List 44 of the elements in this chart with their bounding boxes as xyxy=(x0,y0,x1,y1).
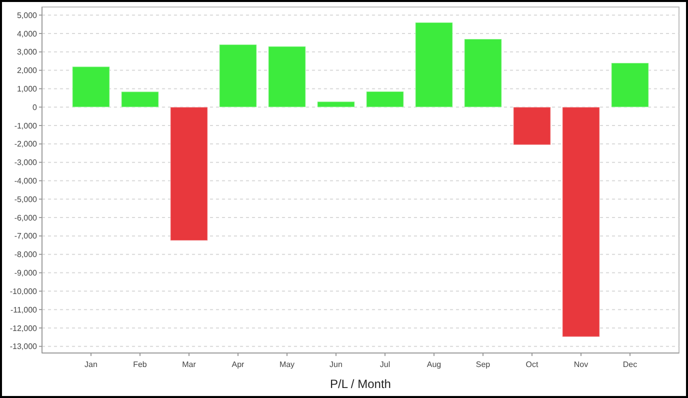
y-tick-label: 2,000 xyxy=(16,66,38,76)
y-tick-label: -1,000 xyxy=(14,121,38,130)
bar xyxy=(562,106,600,338)
x-tick-label: Oct xyxy=(526,360,539,369)
x-tick-label: Sep xyxy=(476,360,491,369)
y-tick-label: 0 xyxy=(32,102,38,112)
y-tick-label: -13,000 xyxy=(10,342,38,352)
bar xyxy=(414,22,454,108)
y-tick-label: 1,000 xyxy=(16,84,38,94)
y-tick-label: -10,000 xyxy=(10,286,38,296)
bar xyxy=(316,101,356,108)
y-tick-label: -11,000 xyxy=(10,305,38,314)
bar xyxy=(72,66,110,108)
bar xyxy=(218,44,258,108)
bar xyxy=(464,38,502,108)
bar xyxy=(268,46,306,108)
x-axis-title: P/L / Month xyxy=(330,377,391,391)
x-tick-label: Dec xyxy=(622,360,638,369)
bar xyxy=(610,62,650,108)
bar xyxy=(170,106,208,242)
y-tick-label: -12,000 xyxy=(10,324,38,333)
y-tick-label: 4,000 xyxy=(16,29,38,38)
x-tick-label: Aug xyxy=(426,360,442,369)
bar xyxy=(366,90,404,108)
y-tick-label: 3,000 xyxy=(16,48,38,57)
x-tick-label: Mar xyxy=(182,360,196,369)
y-tick-label: -8,000 xyxy=(14,250,38,260)
x-tick-label: Jul xyxy=(380,360,390,369)
y-tick-label: -2,000 xyxy=(14,140,38,149)
x-tick-label: Feb xyxy=(133,360,148,369)
x-tick-label: Jun xyxy=(330,360,342,369)
x-tick-label: Nov xyxy=(574,360,588,369)
x-tick-label: Jan xyxy=(84,360,98,369)
y-tick-label: -4,000 xyxy=(14,176,38,186)
x-tick-label: Apr xyxy=(232,360,245,369)
bar xyxy=(120,91,160,108)
y-tick-label: -7,000 xyxy=(14,232,38,241)
y-tick-label: -3,000 xyxy=(14,158,38,168)
y-tick-label: 5,000 xyxy=(16,10,38,20)
y-tick-label: -5,000 xyxy=(14,194,38,204)
bar xyxy=(512,106,552,146)
y-tick-label: -6,000 xyxy=(14,213,38,222)
x-tick-label: May xyxy=(279,360,295,369)
y-tick-label: -9,000 xyxy=(14,268,38,278)
